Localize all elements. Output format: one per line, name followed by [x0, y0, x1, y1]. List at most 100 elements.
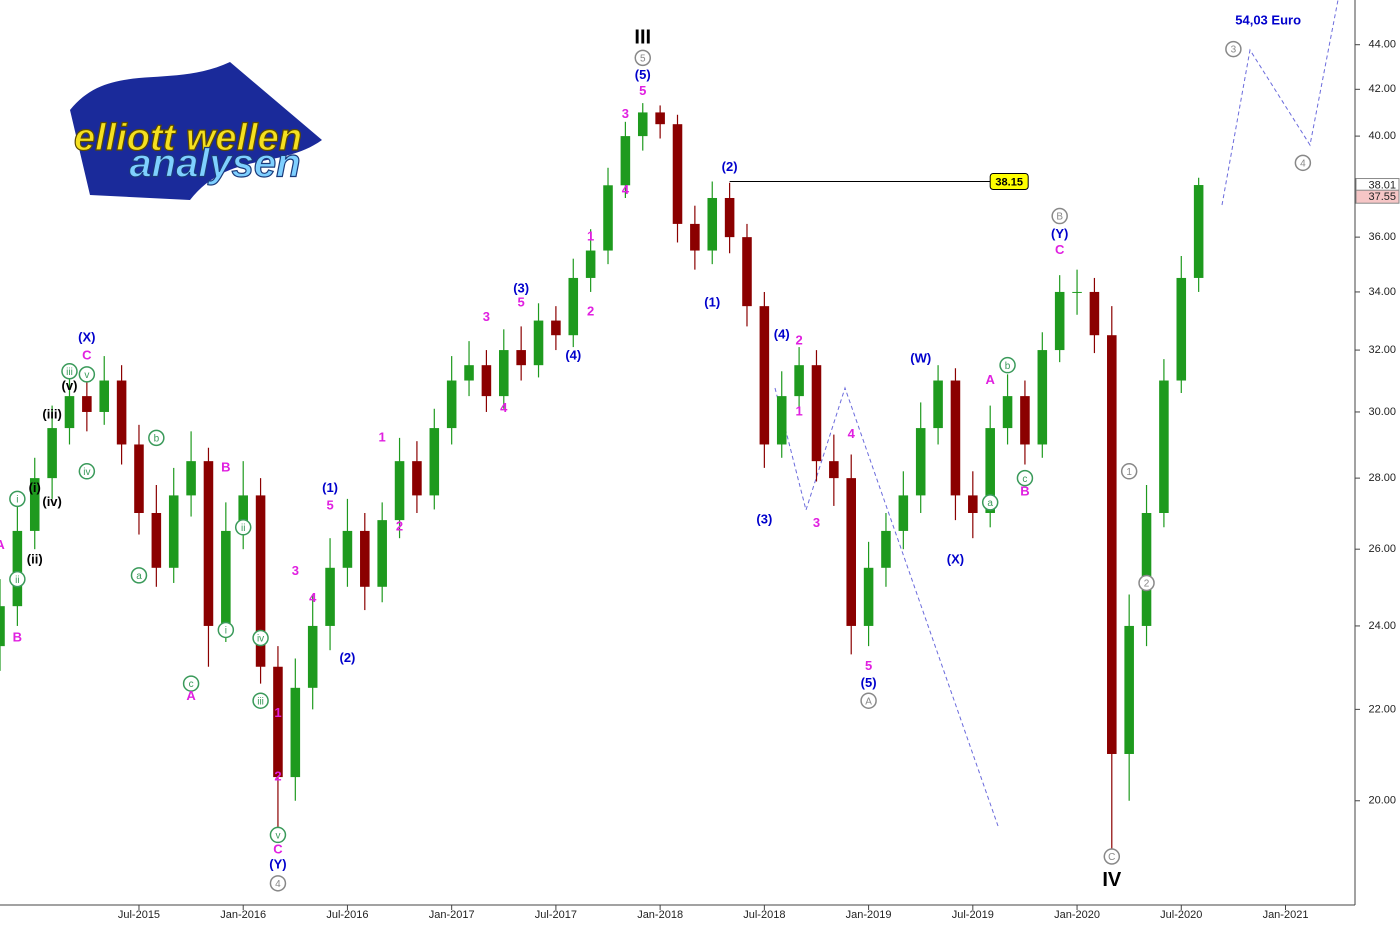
- wave-label: A: [186, 688, 196, 703]
- wave-label: iii: [257, 696, 264, 707]
- projection: [1221, 0, 1339, 206]
- wave-label: 1: [274, 705, 281, 720]
- wave-label: III: [634, 26, 651, 48]
- wave-circle: [1138, 574, 1155, 592]
- candle-body: [1072, 291, 1082, 293]
- x-tick-label: Jan-2019: [846, 909, 892, 921]
- logo-text: elliott wellen: [74, 117, 302, 159]
- wave-label: b: [154, 434, 160, 445]
- wave-label: 1: [379, 429, 386, 444]
- candle-body: [533, 320, 544, 366]
- wave-label: A: [985, 372, 995, 387]
- candle-body: [915, 428, 926, 496]
- wave-label: B: [13, 629, 22, 644]
- candle-body: [0, 606, 5, 647]
- wave-label: 5: [865, 658, 872, 673]
- candle-body: [499, 350, 509, 397]
- wave-label: 2: [1144, 579, 1150, 590]
- wave-circle: [234, 519, 252, 536]
- wave-circle: [9, 490, 26, 508]
- candle-body: [1037, 350, 1048, 445]
- candle-body: [360, 530, 370, 587]
- wave-circle: [252, 692, 269, 709]
- candle-body: [637, 112, 648, 137]
- x-tick-label: Jul-2015: [118, 909, 160, 921]
- candle-body: [933, 380, 943, 429]
- candle-body: [1141, 512, 1152, 626]
- candle-body: [307, 625, 318, 688]
- wave-label: i: [225, 626, 227, 637]
- candle-body: [759, 306, 770, 445]
- candle-body: [985, 428, 995, 513]
- wave-label: 1: [1126, 467, 1132, 478]
- candle-body: [1193, 185, 1204, 278]
- wave-circle: [217, 621, 235, 639]
- candle-body: [29, 478, 40, 531]
- wave-label: 2: [795, 333, 802, 348]
- candle-body: [794, 365, 804, 397]
- candle-body: [1002, 396, 1013, 429]
- price-label: 38.01: [1368, 179, 1396, 191]
- y-tick-label: 40.00: [1368, 130, 1396, 142]
- candle-body: [168, 495, 179, 568]
- wave-label: (Y): [1051, 226, 1068, 241]
- wave-label: 4: [1300, 158, 1306, 169]
- candle-body: [1054, 291, 1065, 351]
- candle-body: [863, 567, 874, 626]
- wave-label: (i): [29, 480, 41, 495]
- wave-label: ii: [241, 523, 245, 534]
- wave-label: 2: [587, 303, 594, 318]
- candle-body: [672, 124, 683, 224]
- wave-label: B: [1056, 212, 1063, 223]
- wave-circle: [1051, 207, 1068, 225]
- candle-body: [481, 365, 492, 397]
- wave-label: 4: [309, 590, 317, 605]
- y-tick-label: 24.00: [1368, 620, 1396, 632]
- y-tick-label: 20.00: [1368, 795, 1396, 807]
- wave-label: C: [273, 841, 283, 856]
- wave-label: v: [275, 831, 280, 842]
- y-tick-label: 28.00: [1368, 472, 1396, 484]
- candle-body: [551, 320, 561, 336]
- candle-body: [516, 350, 526, 366]
- wave-label: 4: [848, 426, 856, 441]
- candle-body: [1020, 396, 1030, 445]
- candle-body: [238, 495, 248, 531]
- y-tick-label: 34.00: [1368, 286, 1396, 298]
- wave-label: 4: [622, 182, 630, 197]
- wave-label: iv: [83, 467, 90, 478]
- wave-circle: [1016, 469, 1034, 487]
- wave-label: c: [189, 679, 194, 690]
- wave-label: 1: [795, 403, 802, 418]
- candle-body: [655, 112, 665, 125]
- wave-label: (1): [704, 295, 720, 310]
- candle-body: [255, 495, 266, 667]
- candle-body: [968, 495, 978, 513]
- projection-lines: [774, 0, 1339, 827]
- wave-label: (1): [322, 480, 338, 495]
- wave-label: (3): [513, 281, 529, 296]
- candle-body: [881, 530, 891, 568]
- y-tick-label: 32.00: [1368, 344, 1396, 356]
- wave-label: 54,03 Euro: [1235, 12, 1301, 27]
- wave-label: 2: [274, 769, 281, 784]
- wave-label: A: [865, 696, 872, 707]
- candle-body: [690, 223, 700, 251]
- y-tick-label: 42.00: [1368, 83, 1396, 95]
- wave-circle: [78, 366, 96, 383]
- wave-circle: [78, 463, 96, 480]
- wave-label: 3: [1231, 45, 1237, 56]
- candle-body: [377, 520, 387, 587]
- x-tick-label: Jul-2020: [1160, 909, 1202, 921]
- candle-body: [950, 380, 961, 496]
- candle-body: [134, 444, 144, 513]
- wave-label: IV: [1102, 869, 1122, 891]
- candle-body: [47, 428, 57, 479]
- y-tick-label: 30.00: [1368, 406, 1396, 418]
- wave-circle: [269, 826, 287, 844]
- wave-label: 2: [396, 519, 403, 534]
- x-tick-label: Jul-2019: [952, 909, 994, 921]
- y-tick-label: 22.00: [1368, 703, 1396, 715]
- candle-body: [585, 250, 596, 278]
